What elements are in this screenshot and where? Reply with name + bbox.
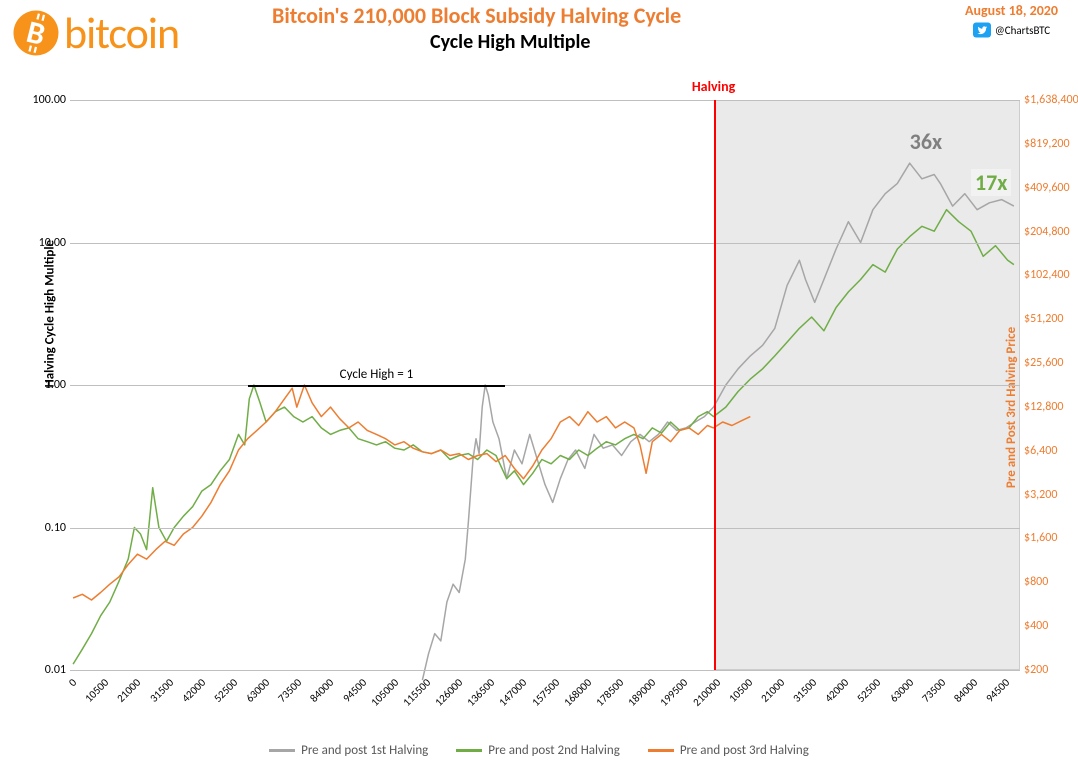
y-tick-left: 0.10 bbox=[45, 521, 66, 535]
x-tick: 94500 bbox=[340, 676, 369, 705]
cycle-high-line bbox=[248, 385, 505, 387]
legend-label: Pre and post 1st Halving bbox=[301, 743, 428, 758]
x-tick: 42000 bbox=[179, 676, 208, 705]
x-tick: 10500 bbox=[82, 676, 111, 705]
legend-label: Pre and post 3rd Halving bbox=[680, 743, 809, 758]
date-box: August 18, 2020 @ChartsBTC bbox=[965, 2, 1058, 39]
series-line bbox=[73, 385, 750, 600]
y-tick-right: $6,400 bbox=[1024, 444, 1057, 458]
twitter-icon bbox=[973, 21, 991, 39]
y-axis-right-label: Pre and Post 3rd Halving Price bbox=[1004, 327, 1019, 488]
x-tick: 21000 bbox=[115, 676, 144, 705]
x-tick: 105000 bbox=[368, 676, 401, 709]
legend-item: Pre and post 2nd Halving bbox=[456, 743, 620, 758]
x-tick: 52500 bbox=[211, 676, 240, 705]
x-tick: 21000 bbox=[758, 676, 787, 705]
twitter-row: @ChartsBTC bbox=[965, 21, 1058, 39]
bitcoin-icon: B bbox=[12, 9, 60, 57]
legend-swatch bbox=[456, 749, 482, 752]
x-tick: 147000 bbox=[497, 676, 530, 709]
y-tick-right: $400 bbox=[1024, 619, 1048, 633]
series-line bbox=[422, 163, 1014, 680]
legend: Pre and post 1st Halving Pre and post 2nd… bbox=[10, 743, 1068, 758]
title-main: Bitcoin's 210,000 Block Subsidy Halving … bbox=[272, 2, 681, 29]
x-tick: 73500 bbox=[276, 676, 305, 705]
x-tick: 157500 bbox=[529, 676, 562, 709]
legend-swatch bbox=[269, 749, 295, 752]
x-tick: 52500 bbox=[855, 676, 884, 705]
x-tick: 31500 bbox=[790, 676, 819, 705]
y-tick-right: $200 bbox=[1024, 663, 1048, 677]
halving-line bbox=[714, 100, 716, 670]
y-tick-left: 0.01 bbox=[45, 663, 66, 677]
x-tick: 126000 bbox=[432, 676, 465, 709]
x-tick: 115500 bbox=[400, 676, 433, 709]
x-tick: 189000 bbox=[626, 676, 659, 709]
logo-text: bitcoin bbox=[64, 6, 179, 60]
x-tick: 63000 bbox=[887, 676, 916, 705]
x-tick: 73500 bbox=[919, 676, 948, 705]
legend-item: Pre and post 1st Halving bbox=[269, 743, 428, 758]
x-tick: 210000 bbox=[690, 676, 723, 709]
gridline bbox=[70, 670, 1020, 671]
x-tick: 84000 bbox=[308, 676, 337, 705]
legend-swatch bbox=[648, 749, 674, 752]
y-tick-right: $25,600 bbox=[1024, 356, 1064, 370]
y-tick-right: $12,800 bbox=[1024, 400, 1064, 414]
y-tick-right: $102,400 bbox=[1024, 268, 1070, 282]
y-tick-left: 10.00 bbox=[39, 236, 66, 250]
x-tick: 10500 bbox=[726, 676, 755, 705]
y-tick-right: $1,638,400 bbox=[1024, 93, 1078, 107]
y-tick-right: $409,600 bbox=[1024, 181, 1070, 195]
cycle-high-label: Cycle High = 1 bbox=[340, 367, 414, 382]
gridline bbox=[70, 243, 1020, 244]
x-tick: 0 bbox=[66, 676, 79, 689]
x-tick: 63000 bbox=[243, 676, 272, 705]
legend-item: Pre and post 3rd Halving bbox=[648, 743, 809, 758]
legend-label: Pre and post 2nd Halving bbox=[488, 743, 620, 758]
x-tick: 42000 bbox=[823, 676, 852, 705]
gridline bbox=[70, 528, 1020, 529]
x-tick: 199500 bbox=[658, 676, 691, 709]
y-tick-right: $204,800 bbox=[1024, 225, 1070, 239]
x-tick: 94500 bbox=[983, 676, 1012, 705]
gridline bbox=[70, 100, 1020, 101]
y-tick-right: $800 bbox=[1024, 575, 1048, 589]
date-text: August 18, 2020 bbox=[965, 2, 1058, 19]
y-axis-left-label: Halving Cycle High Multiple bbox=[43, 240, 58, 388]
halving-label: Halving bbox=[692, 78, 735, 95]
y-tick-left: 100.00 bbox=[33, 93, 66, 107]
logo: B bitcoin bbox=[12, 6, 179, 60]
y-tick-right: $819,200 bbox=[1024, 137, 1070, 151]
y-tick-right: $3,200 bbox=[1024, 488, 1057, 502]
plot-area: Halving Halving Cycle High Multiple Pre … bbox=[70, 100, 1020, 670]
series-line bbox=[73, 210, 1014, 664]
y-tick-left: 1.00 bbox=[45, 378, 66, 392]
gridline bbox=[70, 385, 1020, 386]
x-tick: 168000 bbox=[561, 676, 594, 709]
y-tick-right: $51,200 bbox=[1024, 312, 1064, 326]
annotation-36x: 36x bbox=[910, 128, 942, 155]
annotation-17x: 17x bbox=[971, 169, 1011, 196]
title-sub: Cycle High Multiple bbox=[430, 30, 591, 54]
x-tick: 84000 bbox=[951, 676, 980, 705]
x-tick: 31500 bbox=[147, 676, 176, 705]
y-tick-right: $1,600 bbox=[1024, 531, 1057, 545]
x-tick: 178500 bbox=[593, 676, 626, 709]
header: B bitcoin Bitcoin's 210,000 Block Subsid… bbox=[0, 0, 1078, 70]
chart-container: Halving Halving Cycle High Multiple Pre … bbox=[10, 70, 1068, 760]
x-tick: 136500 bbox=[465, 676, 498, 709]
twitter-handle: @ChartsBTC bbox=[995, 24, 1050, 37]
